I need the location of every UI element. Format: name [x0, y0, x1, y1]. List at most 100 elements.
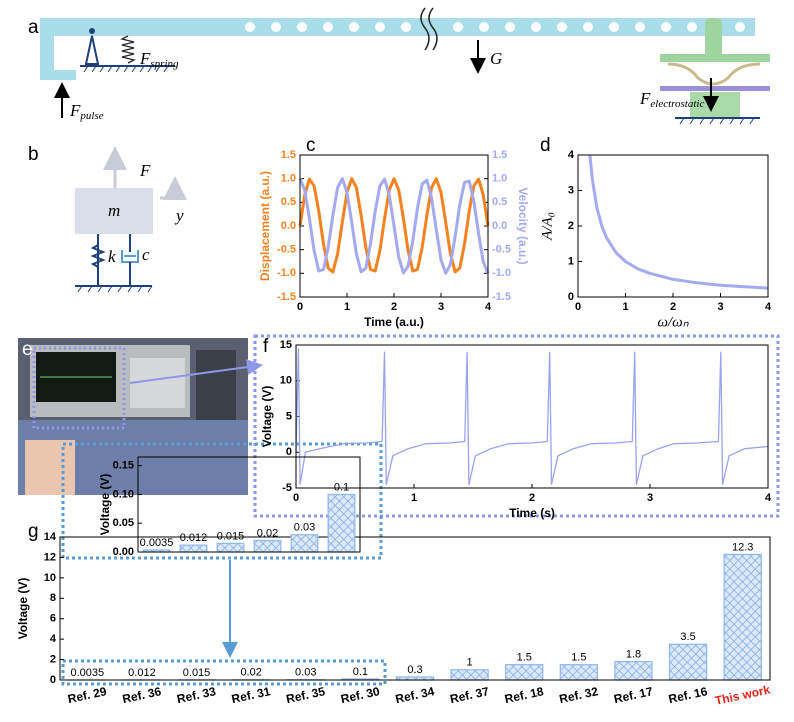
x-tick-label: 4: [765, 301, 772, 313]
panel-label: e: [22, 339, 33, 360]
bar: [614, 661, 653, 681]
y-tick-label: 1.0: [492, 173, 507, 185]
x-tick-label: 1: [411, 492, 417, 504]
x-tick-label: 2: [391, 301, 397, 313]
y-tick-label: 0.5: [281, 196, 296, 208]
value-label: 0.1: [334, 481, 349, 493]
value-label: 0.02: [257, 527, 278, 539]
subscript: spring: [150, 58, 179, 70]
x-tick-label: Ref. 34: [394, 684, 436, 706]
x-tick-label: Ref. 29: [66, 684, 108, 706]
x-tick-label: Ref. 18: [503, 684, 545, 706]
y-tick-label: -5: [282, 482, 292, 494]
y2-axis-label: Velocity (a.u.): [516, 187, 530, 264]
bar: [559, 664, 599, 681]
panel-b-diagram: [75, 146, 187, 293]
force-label: Fspring: [139, 49, 179, 70]
force-label: Felectrostatic: [639, 89, 704, 110]
zoom-box: [61, 659, 387, 686]
bar: [216, 542, 245, 553]
y-tick-label: -1.5: [277, 291, 296, 303]
bar: [668, 643, 708, 681]
value-label: 0.0035: [70, 667, 104, 679]
y-tick-label: 14: [44, 531, 57, 543]
x-tick-label: Ref. 17: [613, 684, 655, 706]
y-tick-label: 10: [44, 572, 56, 584]
x-tick-label: This work: [714, 682, 772, 707]
data-line: [298, 177, 490, 275]
x-tick-label: 0: [293, 492, 299, 504]
x-tick-label: 3: [438, 301, 444, 313]
force-label: G: [490, 49, 502, 68]
bar: [290, 534, 319, 553]
y-axis-label: A/A₀: [539, 212, 555, 241]
panel-label: c: [306, 135, 316, 156]
y-axis-label: Voltage (V): [16, 578, 30, 640]
bar: [327, 493, 356, 553]
y-tick-label: 0.5: [492, 196, 507, 208]
y-axis-label: Displacement (a.u.): [258, 171, 272, 281]
panel-label: f: [263, 336, 269, 357]
y-tick-label: -1.0: [277, 267, 296, 279]
panel-label: a: [28, 17, 39, 38]
value-label: 0.015: [183, 667, 211, 679]
bar: [505, 664, 544, 681]
symbol: F: [639, 89, 651, 108]
stiffness-symbol: k: [108, 247, 116, 266]
value-label: 0.02: [240, 667, 261, 679]
y-axis-label: Voltage (V): [260, 386, 274, 448]
photo: [18, 338, 248, 495]
x-tick-label: 1: [622, 301, 628, 313]
y-tick-label: -1.0: [492, 267, 511, 279]
x-tick-label: 4: [765, 492, 772, 504]
bar: [723, 553, 762, 681]
bar: [450, 669, 489, 681]
x-tick-label: 3: [647, 492, 653, 504]
panel-label: b: [28, 144, 39, 165]
x-tick-label: Ref. 33: [176, 684, 218, 706]
x-tick-label: Ref. 30: [340, 684, 382, 706]
plot-frame: [59, 536, 771, 681]
x-tick-label: 0: [575, 301, 581, 313]
y-tick-label: 0.15: [113, 460, 134, 472]
x-tick-label: Ref. 16: [667, 684, 709, 706]
y-tick-label: 0: [286, 446, 292, 458]
link-arrow: [129, 359, 263, 384]
x-tick-label: 1: [344, 301, 350, 313]
value-label: 1.5: [571, 652, 586, 664]
subscript: pulse: [79, 110, 103, 122]
y-tick-label: 1.0: [281, 173, 296, 185]
value-label: 0.015: [217, 530, 245, 542]
x-tick-label: Ref. 32: [558, 684, 600, 706]
panel-label: g: [28, 521, 39, 542]
y-tick-label: 10: [280, 375, 292, 387]
value-label: 3.5: [680, 631, 695, 643]
x-tick-label: 2: [529, 492, 535, 504]
x-axis-label: ω/ωₙ: [657, 314, 689, 330]
y-tick-label: 1.5: [492, 149, 507, 161]
value-label: 0.3: [407, 664, 422, 676]
y-tick-label: 4: [50, 633, 57, 645]
y-tick-label: 5: [286, 410, 292, 422]
panel-label: d: [540, 135, 551, 156]
force-symbol: F: [139, 161, 151, 180]
y-tick-label: 0.05: [113, 517, 134, 529]
x-tick-label: 3: [717, 301, 723, 313]
x-tick-label: 4: [485, 301, 492, 313]
panel-a-diagram: [40, 7, 770, 125]
damping-symbol: c: [142, 245, 150, 264]
symbol: F: [139, 49, 151, 68]
value-label: 0.1: [353, 666, 368, 678]
y-tick-label: 2: [50, 653, 56, 665]
x-tick-label: Ref. 36: [121, 684, 163, 706]
value-label: 0.03: [294, 522, 315, 534]
x-tick-label: Ref. 37: [449, 684, 491, 706]
y-tick-label: 0.00: [113, 546, 134, 558]
y-tick-label: 8: [50, 592, 56, 604]
y-tick-label: 12: [44, 551, 56, 563]
x-axis-label: Time (a.u.): [364, 315, 424, 329]
y-tick-label: 0.0: [492, 220, 507, 232]
value-label: 1.5: [517, 652, 532, 664]
